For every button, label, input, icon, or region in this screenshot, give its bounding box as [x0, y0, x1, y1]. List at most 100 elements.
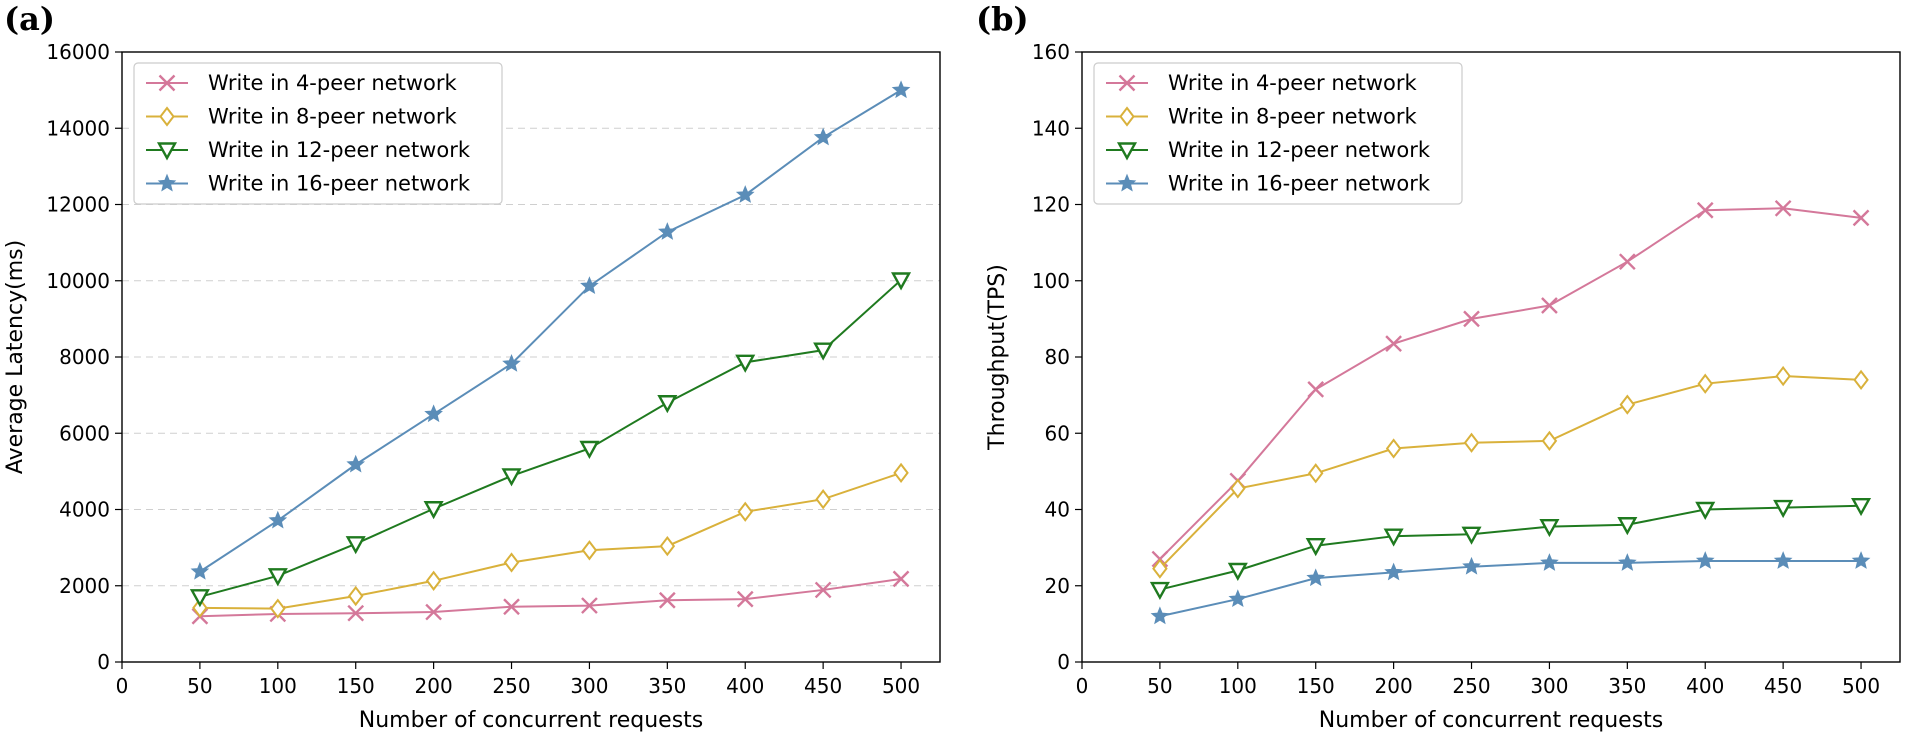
x-tick-label: 200 — [1375, 674, 1413, 698]
series-line — [1159, 207, 1862, 560]
data-point — [1851, 551, 1871, 569]
x-tick-label: 500 — [882, 674, 920, 698]
y-tick-label: 100 — [1032, 269, 1070, 293]
y-tick-label: 8000 — [59, 345, 110, 369]
y-tick-label: 14000 — [46, 116, 110, 140]
data-point — [1230, 478, 1246, 499]
y-tick-label: 20 — [1045, 574, 1070, 598]
data-point — [1695, 501, 1716, 520]
data-point — [268, 510, 288, 529]
data-point — [1775, 365, 1791, 387]
data-point — [1384, 562, 1403, 581]
data-point — [423, 501, 444, 520]
y-axis-label: Throughput(TPS) — [985, 264, 1010, 451]
axes-frame — [1081, 51, 1901, 663]
y-tick-label: 10000 — [46, 269, 110, 293]
data-point — [347, 585, 364, 607]
y-tick-label: 12000 — [46, 193, 110, 217]
x-tick-label: 100 — [1219, 674, 1257, 698]
series-line — [1159, 375, 1862, 570]
x-tick-label: 0 — [116, 674, 129, 698]
data-point — [815, 489, 831, 510]
legend: Write in 4-peer network Write in 8-peer n… — [133, 62, 503, 205]
data-point — [503, 598, 520, 616]
data-point — [190, 561, 210, 580]
data-point — [1540, 553, 1559, 571]
legend-marker — [1119, 106, 1135, 127]
data-point — [1619, 394, 1636, 415]
x-tick-label: 250 — [1452, 674, 1490, 698]
data-point — [736, 590, 754, 608]
data-point — [1851, 497, 1872, 517]
data-point — [1383, 528, 1404, 547]
data-point — [1463, 310, 1480, 328]
legend-label: Write in 12-peer network — [1168, 138, 1431, 162]
data-point — [813, 127, 833, 146]
x-tick-label: 150 — [337, 674, 375, 698]
y-tick-label: 4000 — [59, 498, 110, 522]
data-point — [1305, 538, 1326, 557]
data-point — [579, 440, 600, 459]
chart-panel-b: 0 50 100 150 200 250 300 350 400 450 500 0 20 40 60 80 1… — [976, 0, 1901, 733]
data-point — [1618, 253, 1636, 271]
legend-marker — [156, 142, 178, 161]
x-tick-label: 450 — [1764, 674, 1802, 698]
y-tick-label: 2000 — [59, 574, 110, 598]
data-point — [346, 454, 366, 473]
x-tick-label: 450 — [804, 674, 842, 698]
data-point — [1306, 568, 1326, 587]
data-point — [192, 597, 208, 619]
data-point — [1150, 606, 1170, 625]
data-point — [659, 535, 676, 557]
y-tick-label: 40 — [1045, 498, 1070, 522]
legend-label: Write in 12-peer network — [208, 138, 471, 162]
data-point — [1617, 517, 1638, 536]
data-point — [1618, 553, 1637, 571]
data-point — [1228, 589, 1248, 608]
series-2 — [192, 462, 909, 619]
data-point — [814, 581, 832, 599]
data-point — [1853, 369, 1869, 391]
x-tick-label: 0 — [1076, 674, 1089, 698]
data-point — [1541, 297, 1558, 314]
legend-marker — [158, 74, 176, 92]
x-tick-label: 300 — [570, 674, 608, 698]
series-line — [199, 279, 902, 598]
legend-marker — [1116, 142, 1138, 161]
legend-marker — [1117, 173, 1137, 192]
data-point — [1774, 199, 1792, 217]
data-point — [735, 354, 756, 373]
data-point — [1695, 551, 1715, 569]
x-axis-label: Number of concurrent requests — [1319, 708, 1664, 733]
data-point — [1697, 373, 1713, 394]
data-point — [1307, 381, 1325, 398]
y-tick-label: 16000 — [46, 40, 110, 64]
axes-frame — [121, 51, 941, 663]
x-tick-label: 100 — [259, 674, 297, 698]
data-point — [503, 552, 520, 573]
data-point — [189, 589, 210, 608]
legend-label: Write in 4-peer network — [1168, 71, 1417, 95]
legend-marker — [159, 106, 175, 127]
series-line — [199, 471, 902, 610]
data-point — [1773, 499, 1794, 519]
data-point — [424, 404, 443, 423]
legend-label: Write in 8-peer network — [1168, 105, 1417, 129]
y-tick-label: 160 — [1032, 40, 1070, 64]
series-line — [1159, 504, 1862, 591]
data-point — [425, 570, 442, 591]
y-tick-label: 120 — [1032, 193, 1070, 217]
legend-label: Write in 4-peer network — [208, 71, 457, 95]
data-point — [1227, 562, 1248, 581]
series-1 — [191, 570, 910, 625]
x-tick-label: 250 — [492, 674, 530, 698]
data-point — [580, 276, 599, 295]
data-point — [1696, 201, 1714, 219]
y-tick-label: 60 — [1045, 421, 1070, 445]
data-point — [1773, 551, 1793, 569]
x-tick-label: 350 — [648, 674, 686, 698]
y-tick-label: 6000 — [59, 421, 110, 445]
data-point — [892, 570, 910, 588]
data-point — [347, 604, 365, 622]
